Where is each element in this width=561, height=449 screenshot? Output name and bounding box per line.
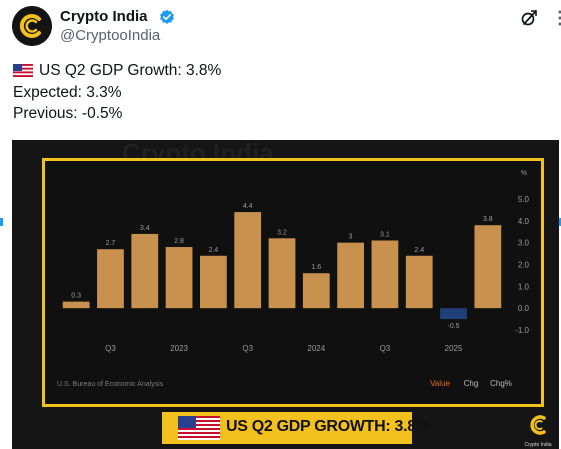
bar-value-label: 2.4 [414,247,424,254]
y-tick-label: 1.0 [518,282,530,291]
y-tick-label: 2.0 [518,261,530,270]
verified-badge-icon [160,9,174,24]
y-unit-label: % [521,170,527,177]
crypto-india-logo-icon [12,6,52,46]
y-tick-label: 5.0 [518,195,530,204]
chart-bar [371,240,399,309]
author-name[interactable]: Crypto India [60,8,148,25]
bar-value-label: 3 [349,234,353,241]
more-icon[interactable] [553,8,561,28]
bar-value-label: 1.6 [311,264,321,271]
chart-source: U.S. Bureau of Economic Analysis [57,381,164,388]
bar-value-label: 2.7 [106,240,116,247]
avatar[interactable] [12,6,52,46]
tweet-headline: US Q2 GDP Growth: 3.8% [39,62,222,79]
x-tick-label: 2023 [170,344,188,353]
tweet-media-image[interactable]: Crypto India 5.0 4.0 3.0 2.0 1.0 0.0 -1.0% 0.3 2… [12,140,559,449]
author-handle[interactable]: @CryptooIndia [60,27,161,44]
left-edge-marker [0,218,3,226]
bar-value-label: 2.8 [174,238,184,245]
y-tick-label: 4.0 [518,217,530,226]
chart-bar [165,247,193,309]
chart-bar [337,242,364,309]
grok-icon[interactable] [520,9,538,27]
y-tick-label: 3.0 [518,239,530,248]
bar-value-label: 3.8 [483,216,493,223]
us-flag-icon [178,416,220,440]
y-tick-label: -1.0 [515,326,529,335]
bar-value-label: 3.4 [140,225,150,232]
gdp-chart-svg: 5.0 4.0 3.0 2.0 1.0 0.0 -1.0% 0.3 2.7 3.4 2.8 2.4 4.… [57,170,530,388]
headline-banner: US Q2 GDP GROWTH: 3.8% [162,412,430,444]
tweet-text: US Q2 GDP Growth: 3.8% Expected: 3.3% Pr… [13,60,221,125]
bar-value-label: 0.3 [71,293,81,300]
bar-value-label: 2.4 [209,247,219,254]
right-edge-marker [558,218,561,226]
bar-value-label: -0.5 [448,323,460,330]
chart-bar [405,255,433,309]
chart-bar [474,225,502,309]
chart-bar [97,249,124,309]
chart-bar [234,212,262,309]
x-tick-label: 2024 [307,344,325,353]
chart-bar [131,233,159,309]
chart-control-chg[interactable]: Chg [464,379,479,388]
chart-bar [440,308,467,320]
banner-text: US Q2 GDP GROWTH: 3.8% [226,418,430,435]
tweet-expected: Expected: 3.3% [13,83,122,101]
x-tick-label: 2025 [445,344,463,353]
bar-value-label: 4.4 [243,203,253,210]
bar-value-label: 3.2 [277,229,287,236]
y-tick-label: 0.0 [518,304,530,313]
us-flag-icon [13,64,33,78]
chart-control-value[interactable]: Value [430,379,450,388]
x-tick-label: Q3 [242,344,253,353]
logo-caption: Crypto India [524,442,552,448]
x-tick-label: Q3 [380,344,391,353]
chart-bar [268,238,296,309]
tweet-line-headline: US Q2 GDP Growth: 3.8% [13,60,221,82]
tweet-header: Crypto India @CryptooIndia [12,6,561,46]
chart-control-chg-pct[interactable]: Chg% [490,379,512,388]
tweet-previous: Previous: -0.5% [13,105,123,122]
chart-bar [200,255,227,309]
chart-bar [302,273,330,309]
crypto-india-logo-icon [530,415,546,435]
corner-logo: Crypto India [524,413,552,448]
chart-bar [62,301,90,309]
bar-value-label: 3.1 [380,231,390,238]
x-tick-label: Q3 [105,344,116,353]
gdp-chart: 5.0 4.0 3.0 2.0 1.0 0.0 -1.0% 0.3 2.7 3.4 2.8 2.4 4.… [42,158,544,407]
